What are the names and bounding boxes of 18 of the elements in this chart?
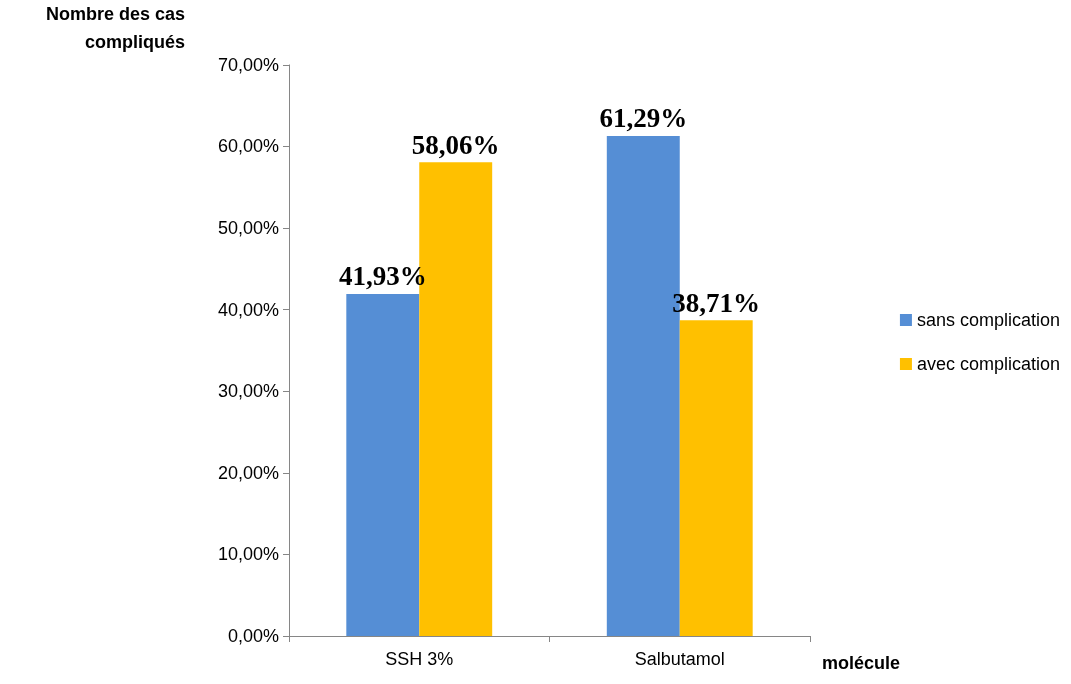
bar (346, 293, 420, 636)
y-tick-label: 40,00% (217, 299, 279, 320)
data-label: 61,29% (599, 103, 688, 134)
y-tick-label: 70,00% (217, 54, 279, 75)
data-label: 58,06% (411, 129, 500, 160)
x-tick-label: Salbutamol (634, 649, 725, 669)
legend-label: avec complication (916, 354, 1061, 374)
y-tick-label: 30,00% (217, 381, 279, 402)
bar (679, 320, 753, 636)
y-tick-label: 10,00% (217, 544, 279, 565)
legend-label: sans complication (916, 310, 1061, 330)
x-tick-label: SSH 3% (385, 649, 454, 669)
y-tick-label: 50,00% (217, 218, 279, 239)
y-tick-label: 0,00% (227, 626, 279, 646)
y-axis-title: Nombre des cas compliqués (45, 4, 185, 52)
y-tick-label: 60,00% (217, 136, 279, 157)
x-axis-title: molécule (822, 653, 901, 673)
y-tick-label: 20,00% (217, 462, 279, 483)
